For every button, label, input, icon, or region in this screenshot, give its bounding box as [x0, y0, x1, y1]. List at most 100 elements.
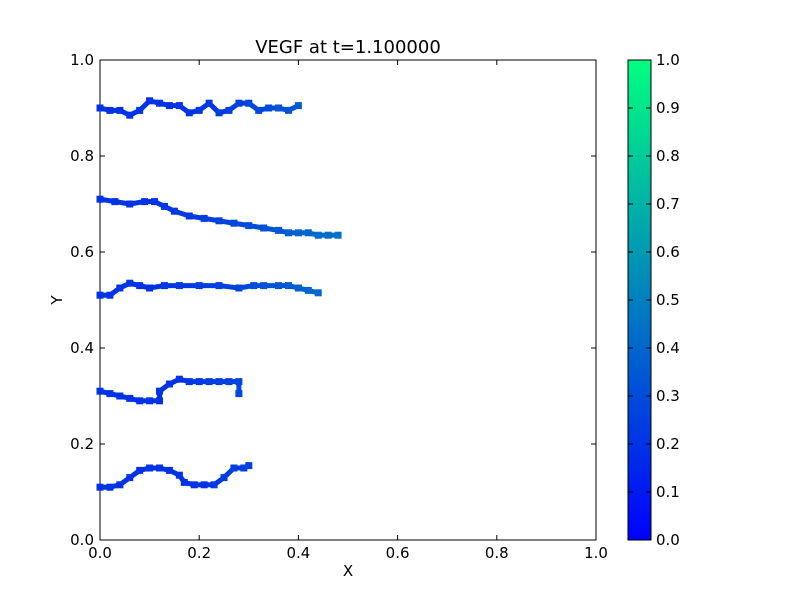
data-point — [314, 289, 322, 297]
colorbar-tick-label: 0.3 — [656, 387, 680, 405]
colorbar-tick-label: 0.9 — [656, 99, 680, 117]
series-layer — [96, 97, 342, 491]
data-point — [136, 397, 144, 405]
data-point — [96, 291, 104, 299]
data-point — [175, 375, 183, 383]
x-tick-label: 1.0 — [584, 544, 608, 562]
data-point — [210, 481, 218, 489]
data-point — [160, 202, 168, 210]
data-point — [260, 224, 268, 232]
data-point — [175, 102, 183, 110]
data-point — [126, 394, 134, 402]
data-point — [146, 97, 154, 105]
data-point — [215, 282, 223, 290]
data-point — [250, 282, 258, 290]
colorbar-tick-label: 0.5 — [656, 291, 680, 309]
data-point — [235, 99, 243, 107]
data-point — [230, 464, 238, 472]
data-point — [245, 99, 253, 107]
data-point — [106, 106, 114, 114]
data-point — [195, 378, 203, 386]
data-point — [284, 282, 292, 290]
colorbar-tick-label: 0.0 — [656, 531, 680, 549]
data-point — [116, 106, 124, 114]
data-point — [275, 282, 283, 290]
colorbar-tick-label: 0.8 — [656, 147, 680, 165]
data-point — [185, 212, 193, 220]
data-point — [205, 378, 213, 386]
series-1 — [96, 97, 302, 119]
data-point — [205, 99, 213, 107]
x-tick-label: 0.2 — [187, 544, 211, 562]
data-point — [146, 464, 154, 472]
data-point — [126, 474, 134, 482]
data-point — [195, 106, 203, 114]
y-tick-label: 0.6 — [70, 243, 94, 261]
colorbar-ticks: 0.0 0.1 0.2 0.3 0.4 0.5 0.6 0.7 0.8 0.9 1.0 — [628, 51, 680, 549]
data-point — [126, 200, 134, 208]
data-point — [185, 378, 193, 386]
data-point — [175, 471, 183, 479]
data-point — [116, 481, 124, 489]
y-tick-label: 1.0 — [70, 51, 94, 69]
data-point — [245, 222, 253, 230]
data-point — [235, 378, 243, 386]
data-point — [146, 284, 154, 292]
data-point — [165, 380, 173, 388]
data-point — [255, 106, 263, 114]
data-point — [324, 231, 332, 239]
data-point — [96, 104, 104, 112]
data-point — [136, 466, 144, 474]
data-point — [96, 483, 104, 491]
data-point — [260, 282, 268, 290]
data-point — [334, 231, 342, 239]
y-tick-label: 0.4 — [70, 339, 94, 357]
colorbar-tick-label: 0.1 — [656, 483, 680, 501]
series-3 — [96, 279, 322, 299]
data-point — [141, 198, 149, 206]
colorbar-tick-label: 1.0 — [656, 51, 680, 69]
data-point — [106, 291, 114, 299]
data-point — [146, 397, 154, 405]
y-axis-ticks: 0.0 0.2 0.4 0.6 0.8 1.0 — [70, 51, 596, 549]
data-point — [160, 282, 168, 290]
data-point — [165, 102, 173, 110]
y-tick-label: 0.0 — [70, 531, 94, 549]
data-point — [294, 284, 302, 292]
data-point — [314, 231, 322, 239]
data-point — [170, 207, 178, 215]
data-point — [225, 378, 233, 386]
colorbar-tick-label: 0.6 — [656, 243, 680, 261]
data-point — [304, 286, 312, 294]
x-tick-label: 0.4 — [286, 544, 310, 562]
colorbar-tick-label: 0.7 — [656, 195, 680, 213]
data-point — [275, 226, 283, 234]
series-5 — [96, 462, 253, 491]
colorbar: 0.0 0.1 0.2 0.3 0.4 0.5 0.6 0.7 0.8 0.9 1.0 — [627, 51, 680, 549]
data-point — [225, 106, 233, 114]
data-point — [220, 474, 228, 482]
data-point — [136, 106, 144, 114]
data-point — [185, 109, 193, 117]
data-point — [156, 99, 164, 107]
x-tick-label: 0.0 — [88, 544, 112, 562]
data-point — [175, 282, 183, 290]
data-point — [265, 104, 273, 112]
data-point — [106, 483, 114, 491]
x-axis-ticks: 0.0 0.2 0.4 0.6 0.8 1.0 — [88, 60, 608, 562]
data-point — [215, 109, 223, 117]
data-point — [111, 198, 119, 206]
y-tick-label: 0.2 — [70, 435, 94, 453]
data-point — [275, 104, 283, 112]
y-axis-label: Y — [48, 295, 66, 306]
data-point — [96, 195, 104, 203]
colorbar-tick-label: 0.4 — [656, 339, 680, 357]
colorbar-tick-label: 0.2 — [656, 435, 680, 453]
data-point — [151, 198, 159, 206]
data-point — [116, 392, 124, 400]
data-point — [126, 111, 134, 119]
data-point — [284, 106, 292, 114]
data-point — [245, 462, 253, 470]
data-point — [156, 387, 164, 395]
